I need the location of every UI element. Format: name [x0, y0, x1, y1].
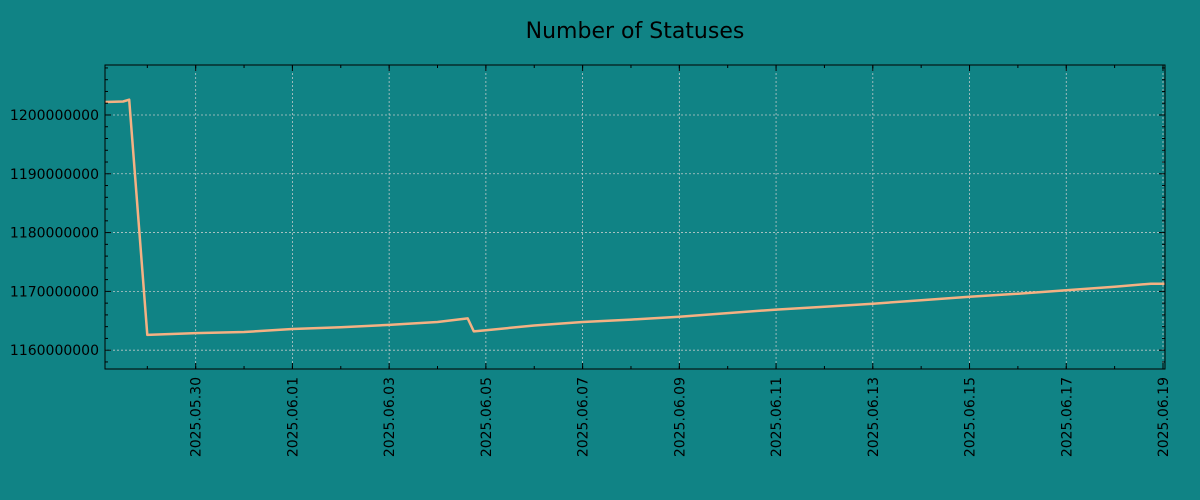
x-tick-label: 2025.06.19: [1156, 377, 1172, 457]
y-tick-label: 1170000000: [10, 284, 99, 300]
x-tick-label: 2025.06.07: [576, 377, 592, 457]
grid-layer: [105, 65, 1165, 369]
x-tick-label: 2025.06.05: [479, 377, 495, 457]
x-tick-label: 2025.06.17: [1059, 377, 1075, 457]
y-tick-label: 1180000000: [10, 226, 99, 242]
y-tick-label: 1200000000: [10, 108, 99, 124]
x-tick-label: 2025.06.01: [285, 377, 301, 457]
chart-title: Number of Statuses: [526, 19, 745, 44]
axis-layer: 1160000000 1170000000 1180000000 1190000000…: [10, 64, 1172, 457]
x-tick-label: 2025.06.03: [382, 377, 398, 457]
x-tick-label: 2025.05.30: [189, 377, 205, 457]
x-tick-label: 2025.06.13: [866, 377, 882, 457]
x-tick-label: 2025.06.09: [672, 377, 688, 457]
x-tick-label: 2025.06.15: [963, 377, 979, 457]
y-tick-label: 1190000000: [10, 167, 99, 183]
x-tick-label: 2025.06.11: [769, 377, 785, 457]
plot-frame: [104, 64, 1166, 370]
series-layer: [104, 98, 1165, 337]
y-tick-label: 1160000000: [10, 343, 99, 359]
series-line: [104, 98, 1165, 337]
